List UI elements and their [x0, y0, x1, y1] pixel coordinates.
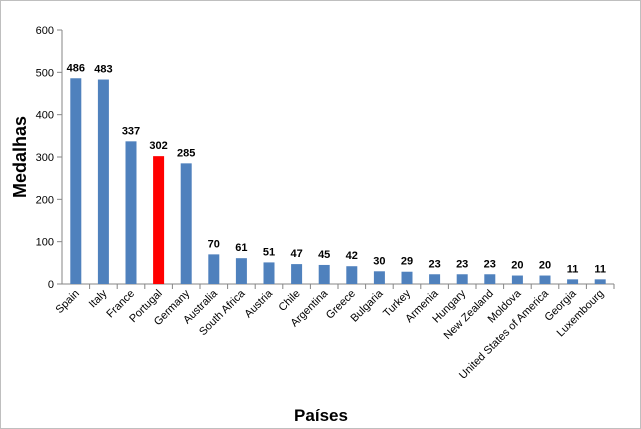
x-tick-label: Spain — [54, 288, 82, 316]
data-label: 11 — [567, 263, 579, 275]
bar-luxembourg — [594, 279, 606, 284]
data-label: 42 — [346, 250, 358, 262]
bar-argentina — [318, 264, 330, 284]
y-tick-label: 200 — [36, 194, 54, 206]
data-label: 486 — [67, 62, 85, 74]
data-label: 30 — [373, 255, 385, 267]
bar-greece — [346, 266, 358, 284]
data-label: 23 — [484, 258, 496, 270]
bar-new-zealand — [484, 274, 496, 284]
y-tick-label: 500 — [36, 67, 54, 79]
data-label: 51 — [263, 246, 275, 258]
x-tick-label: Italy — [87, 287, 110, 310]
y-tick-label: 400 — [36, 110, 54, 122]
x-tick-label: Austria — [242, 287, 275, 320]
bar-turkey — [401, 271, 413, 284]
data-label: 20 — [539, 260, 551, 272]
bar-spain — [70, 78, 82, 284]
data-labels: 486 483 337 302 285 70 61 51 47 45 42 30 29 23 23 23 20 2… — [67, 62, 606, 275]
bar-south-africa — [235, 258, 247, 284]
data-label: 20 — [511, 260, 523, 272]
x-axis-title: Países — [294, 406, 348, 425]
y-tick-label: 100 — [36, 237, 54, 249]
data-label: 23 — [456, 258, 468, 270]
data-label: 45 — [318, 249, 330, 261]
data-label: 23 — [428, 258, 440, 270]
bar-austria — [263, 262, 275, 284]
y-axis-title: Medalhas — [10, 116, 30, 198]
bar-germany — [180, 163, 192, 284]
bar-georgia — [567, 279, 579, 284]
y-tick-label: 300 — [36, 152, 54, 164]
data-label: 61 — [235, 242, 247, 254]
bar-armenia — [429, 274, 441, 284]
data-label: 302 — [149, 140, 167, 152]
data-label: 29 — [401, 256, 413, 268]
data-label: 337 — [122, 125, 140, 137]
bar-portugal — [153, 156, 165, 284]
bar-moldova — [511, 275, 523, 284]
data-label: 70 — [208, 238, 220, 250]
bar-italy — [97, 79, 109, 284]
bar-bulgaria — [373, 271, 385, 284]
bar-hungary — [456, 274, 468, 284]
x-tick-labels: Spain ItalyFrancePortugalGermanyAustralia… — [54, 284, 615, 382]
data-label: 285 — [177, 147, 195, 159]
bars — [70, 78, 606, 284]
data-label: 47 — [290, 248, 302, 260]
y-tick-label: 0 — [48, 279, 54, 291]
bar-france — [125, 141, 137, 284]
bar-australia — [208, 254, 220, 284]
bar-chile — [291, 264, 303, 284]
bar-united-states-of-america — [539, 275, 551, 284]
y-tick-label: 600 — [36, 25, 54, 37]
data-label: 11 — [594, 263, 606, 275]
data-label: 483 — [94, 64, 112, 76]
